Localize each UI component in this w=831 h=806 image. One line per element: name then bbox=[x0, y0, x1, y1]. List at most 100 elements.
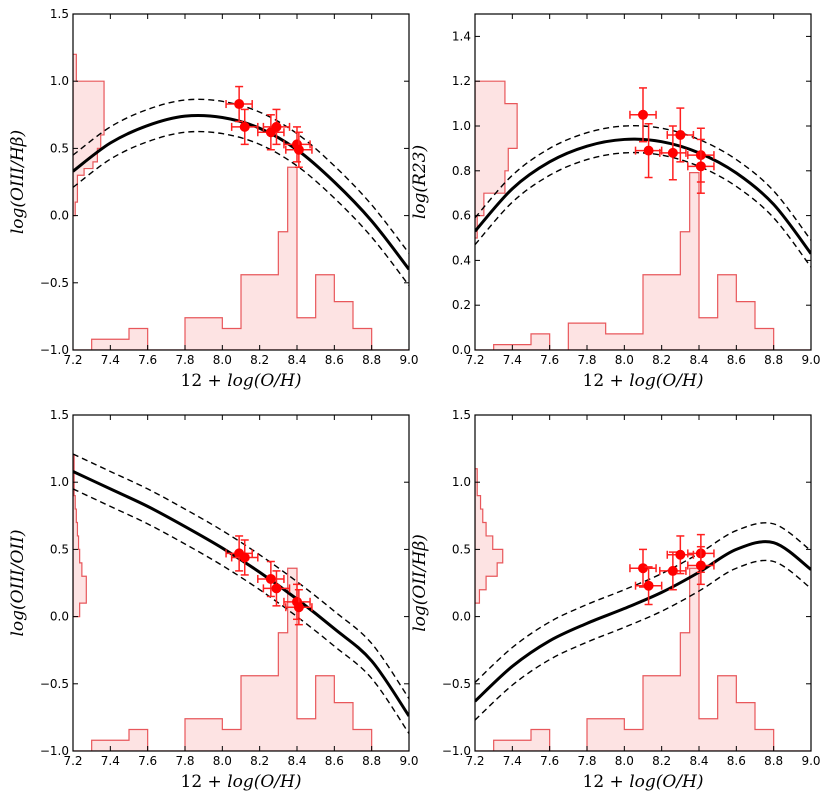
x-tick-label: 8.6 bbox=[325, 754, 344, 768]
point-marker bbox=[293, 144, 304, 155]
y-tick-label: 1.4 bbox=[452, 29, 471, 43]
data-point bbox=[659, 551, 687, 591]
x-tick-label: 7.2 bbox=[63, 754, 82, 768]
x-tick-label: 8.8 bbox=[764, 754, 783, 768]
point-marker bbox=[643, 145, 654, 156]
x-tick-label: 8.2 bbox=[652, 353, 671, 367]
x-tick-label: 7.4 bbox=[101, 754, 120, 768]
x-tick-label: 8.8 bbox=[362, 353, 381, 367]
y-tick-label: −1.0 bbox=[40, 343, 69, 357]
x-tick-label: 8.2 bbox=[250, 353, 269, 367]
point-marker bbox=[271, 583, 282, 594]
y-tick-label: 0.5 bbox=[50, 141, 69, 155]
x-axis-label-prefix: 12 + bbox=[181, 772, 228, 792]
fit-lower-bound bbox=[475, 559, 811, 721]
y-tick-label: 1.0 bbox=[452, 119, 471, 133]
y-tick-label: 1.0 bbox=[50, 475, 69, 489]
y-tick-label: 0.0 bbox=[452, 610, 471, 624]
data-point bbox=[687, 545, 715, 586]
x-tick-label: 7.2 bbox=[63, 353, 82, 367]
plot-area bbox=[475, 468, 811, 751]
x-tick-label: 9.0 bbox=[399, 754, 418, 768]
y-histogram bbox=[73, 454, 87, 618]
x-tick-label: 8.6 bbox=[727, 353, 746, 367]
x-histogram bbox=[73, 166, 409, 350]
data-point bbox=[257, 114, 285, 151]
y-axis-label: log(OII/Hβ) bbox=[410, 534, 430, 632]
x-tick-label: 8.2 bbox=[652, 754, 671, 768]
y-tick-label: −0.5 bbox=[40, 677, 69, 691]
x-tick-label: 7.6 bbox=[540, 754, 559, 768]
fit-upper-bound bbox=[475, 125, 811, 241]
y-axis-label: log(OIII/Hβ) bbox=[8, 130, 28, 234]
plot-area bbox=[475, 80, 811, 350]
x-axis-label-math: log(O/H) bbox=[227, 371, 301, 391]
x-tick-label: 8.4 bbox=[689, 754, 708, 768]
panel-2: 7.2 7.4 7.6 7.8 8.0 8.2 8.4 8.6 8.8 9.0 0.0 0.2 0.4 0… bbox=[410, 13, 821, 391]
data-point bbox=[262, 108, 291, 146]
axes-frame bbox=[72, 414, 410, 752]
point-marker bbox=[239, 552, 250, 563]
data-point bbox=[257, 560, 285, 598]
fit-upper-bound bbox=[475, 522, 811, 683]
point-marker bbox=[667, 565, 678, 576]
x-axis-label: 12 + log(O/H) bbox=[181, 371, 302, 391]
x-axis-label: 12 + log(O/H) bbox=[583, 371, 704, 391]
x-tick-label: 7.6 bbox=[540, 353, 559, 367]
panel-1: 7.2 7.4 7.6 7.8 8.0 8.2 8.4 8.6 8.8 9.0 −1.0 −0.5 0.… bbox=[8, 7, 419, 391]
x-tick-label: 8.6 bbox=[727, 754, 746, 768]
x-tick-label: 8.0 bbox=[213, 353, 232, 367]
y-tick-label: 1.5 bbox=[452, 408, 471, 422]
x-histogram bbox=[73, 567, 409, 751]
x-tick-label: 7.6 bbox=[138, 754, 157, 768]
data-point bbox=[634, 123, 663, 179]
y-tick-label: 1.5 bbox=[50, 7, 69, 21]
x-histogram bbox=[475, 567, 811, 751]
point-marker bbox=[675, 549, 686, 560]
y-tick-label: 0.8 bbox=[452, 164, 471, 178]
point-marker bbox=[293, 602, 304, 613]
point-marker bbox=[675, 129, 686, 140]
fit-lower-bound bbox=[475, 151, 811, 268]
y-tick-label: 0.5 bbox=[50, 542, 69, 556]
x-tick-label: 7.4 bbox=[503, 754, 522, 768]
point-marker bbox=[695, 560, 706, 571]
y-tick-label: −0.5 bbox=[40, 276, 69, 290]
x-tick-label: 7.8 bbox=[175, 353, 194, 367]
y-tick-label: 0.6 bbox=[452, 209, 471, 223]
y-tick-label: 0.5 bbox=[452, 542, 471, 556]
x-tick-label: 8.4 bbox=[689, 353, 708, 367]
data-point bbox=[230, 539, 259, 576]
x-tick-label: 7.6 bbox=[138, 353, 157, 367]
x-tick-label: 8.4 bbox=[287, 353, 306, 367]
fit-lower-bound bbox=[73, 488, 409, 734]
x-tick-label: 8.0 bbox=[615, 353, 634, 367]
x-axis-label-math: log(O/H) bbox=[629, 772, 703, 792]
point-marker bbox=[643, 580, 654, 591]
x-axis-label-prefix: 12 + bbox=[583, 371, 630, 391]
axes-frame bbox=[474, 414, 812, 752]
y-tick-label: 1.0 bbox=[50, 74, 69, 88]
axes-frame bbox=[72, 13, 410, 351]
x-tick-label: 7.8 bbox=[577, 754, 596, 768]
point-marker bbox=[234, 99, 245, 110]
y-axis-label: log(OIII/OII) bbox=[8, 530, 28, 637]
x-tick-label: 8.0 bbox=[615, 754, 634, 768]
panel-4: 7.2 7.4 7.6 7.8 8.0 8.2 8.4 8.6 8.8 9.0 −1.0 −0.5 0.… bbox=[410, 408, 821, 792]
x-tick-label: 7.4 bbox=[101, 353, 120, 367]
point-marker bbox=[695, 161, 706, 172]
data-point bbox=[225, 85, 253, 123]
y-tick-label: 1.0 bbox=[452, 475, 471, 489]
x-tick-label: 9.0 bbox=[399, 353, 418, 367]
data-point bbox=[285, 588, 313, 626]
data-point bbox=[262, 570, 291, 607]
x-tick-label: 8.6 bbox=[325, 353, 344, 367]
y-tick-label: 1.2 bbox=[452, 74, 471, 88]
y-tick-label: 0.0 bbox=[452, 343, 471, 357]
plot-area bbox=[73, 453, 409, 751]
point-marker bbox=[638, 563, 648, 574]
x-tick-label: 8.0 bbox=[213, 754, 232, 768]
x-tick-label: 8.8 bbox=[362, 754, 381, 768]
y-tick-label: −1.0 bbox=[442, 744, 471, 758]
